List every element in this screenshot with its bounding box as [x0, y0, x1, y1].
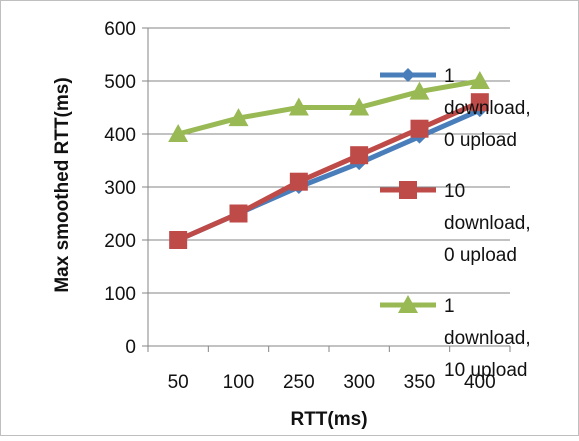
y-tick-label: 400	[104, 125, 136, 146]
data-point	[168, 124, 189, 142]
x-tick-label: 400	[464, 372, 496, 393]
data-point	[469, 71, 490, 89]
y-tick-label: 300	[104, 178, 136, 199]
y-tick-label: 100	[104, 284, 136, 305]
legend-swatch-marker	[399, 181, 417, 199]
data-point	[349, 97, 370, 116]
legend-swatch-marker	[398, 295, 418, 313]
legend-item-3: 1 download, 10 upload	[380, 295, 531, 381]
x-tick-label: 350	[404, 372, 436, 393]
legend-label: 10	[444, 181, 465, 202]
legend-label: download,	[444, 98, 531, 119]
series-2	[169, 93, 489, 249]
legend-label: download,	[444, 213, 531, 234]
data-point	[409, 81, 430, 100]
data-point	[350, 146, 369, 165]
series-3	[168, 71, 490, 142]
legend: 1 download, 0 upload 10 download, 0 upload 1 do…	[380, 66, 531, 381]
x-tick-label: 300	[343, 372, 375, 393]
data-point	[288, 97, 309, 116]
x-tick-label: 100	[223, 372, 255, 393]
series-layer	[168, 71, 490, 249]
x-tick-label: 250	[283, 372, 315, 393]
series-line	[175, 99, 483, 243]
gridlines	[148, 27, 510, 294]
legend-item-1: 1 download, 0 upload	[380, 66, 531, 151]
legend-label: 10 upload	[444, 360, 527, 381]
y-tick-label: 200	[104, 231, 136, 252]
legend-item-2: 10 download, 0 upload	[380, 181, 531, 266]
legend-label: 0 upload	[444, 130, 517, 151]
legend-label: 1	[444, 66, 455, 87]
legend-label: download,	[444, 328, 531, 349]
legend-swatch-marker	[401, 68, 415, 82]
legend-label: 0 upload	[444, 245, 517, 266]
data-point	[470, 93, 489, 112]
y-tick-label: 0	[125, 337, 136, 358]
y-tick-label: 600	[104, 19, 136, 40]
data-point	[410, 119, 429, 138]
data-point	[289, 172, 308, 191]
x-tick-label: 50	[168, 372, 189, 393]
data-point	[169, 231, 188, 249]
data-point	[229, 204, 248, 223]
legend-label: 1	[444, 296, 455, 317]
y-axis-title: Max smoothed RTT(ms)	[52, 77, 73, 292]
data-point	[228, 108, 249, 127]
series-line	[175, 78, 483, 137]
axes: 0 100 200 300 400 500 600 50 100 250 300 350 400	[104, 19, 511, 393]
x-axis-title: RTT(ms)	[290, 409, 367, 430]
y-tick-label: 500	[104, 72, 136, 93]
